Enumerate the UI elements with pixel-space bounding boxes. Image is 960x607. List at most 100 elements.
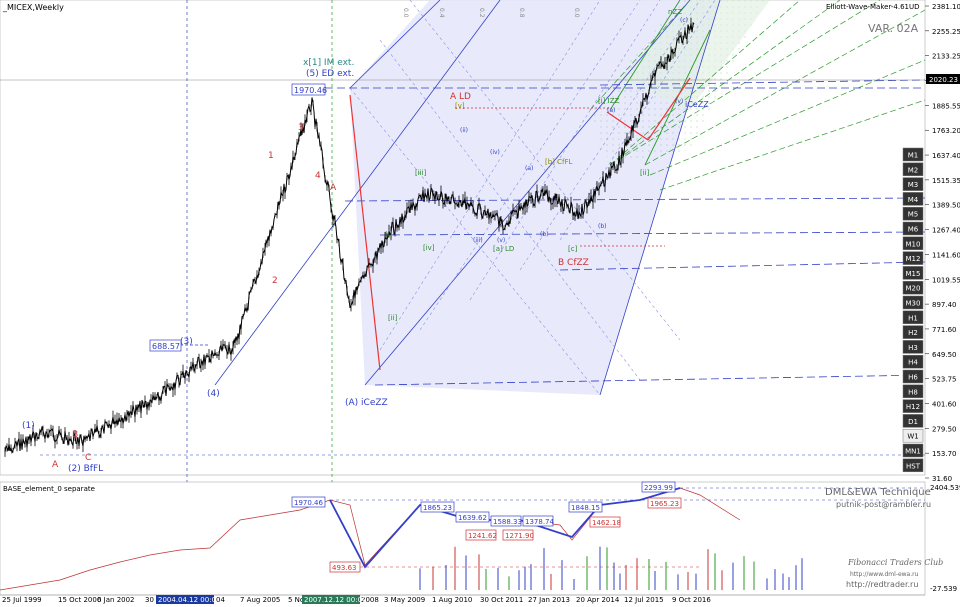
indicator-name: Elliott-Wave-Maker-4.61UD bbox=[826, 3, 920, 11]
timeframe-buttons[interactable]: M1 M2 M3 M4 M5 M6 M10 M12 M15 M20 M30 H1 H2 H3 H4 H6 H8 H… bbox=[902, 147, 924, 473]
time-tick-label: 9 Oct 2016 bbox=[672, 596, 711, 604]
wave-label-bCfFL: [b] CfFL bbox=[545, 158, 573, 166]
tf-button-h6[interactable]: H6 bbox=[902, 369, 924, 384]
tf-button-d1[interactable]: D1 bbox=[902, 414, 924, 428]
price-tick-label: 1389.50 bbox=[932, 202, 960, 210]
tf-button-m2[interactable]: M2 bbox=[902, 162, 924, 177]
wave-label-iCeZZ: iCeZZ bbox=[685, 100, 709, 109]
wave-label-BCfZZ: B CfZZ bbox=[558, 258, 589, 268]
svg-text:(iv): (iv) bbox=[490, 149, 500, 156]
time-tick-label: 30 Oct 2011 bbox=[480, 596, 523, 604]
price-tick-label: 401.60 bbox=[932, 400, 957, 408]
chart-title: _MICEX,Weekly bbox=[2, 3, 64, 12]
tf-button-label: M10 bbox=[906, 240, 921, 248]
price-tick-label: 1141.60 bbox=[932, 251, 960, 259]
wave-labels: (1) A B C (2) BfFL (3) (4) 1 2 3 4 A x[1… bbox=[22, 8, 709, 474]
price-bars bbox=[4, 17, 694, 457]
time-tick-label: 25 Jul 1999 bbox=[2, 596, 42, 604]
tf-button-label: H12 bbox=[906, 403, 920, 411]
svg-text:(v): (v) bbox=[675, 98, 683, 105]
price-tick-label: 1763.20 bbox=[932, 127, 960, 135]
tf-button-hst[interactable]: HST bbox=[902, 458, 924, 473]
tf-button-h4[interactable]: H4 bbox=[902, 354, 924, 369]
svg-text:0.2: 0.2 bbox=[478, 8, 485, 18]
tf-button-m30[interactable]: M30 bbox=[902, 295, 924, 310]
wave-label-v: [v] bbox=[455, 102, 465, 110]
svg-text:(a): (a) bbox=[525, 165, 533, 172]
time-tick-label: 7 Aug 2005 bbox=[240, 596, 280, 604]
price-tick-label: 1019.55 bbox=[932, 276, 960, 284]
tf-button-m20[interactable]: M20 bbox=[902, 280, 924, 295]
wave-label-small-ii: [ii] bbox=[640, 169, 650, 177]
sub-box-mid-2: 1378.74 bbox=[525, 518, 554, 526]
svg-text:(a): (a) bbox=[607, 107, 615, 114]
sub-box-red-2: 1241.62 bbox=[468, 532, 497, 540]
tf-button-h12[interactable]: H12 bbox=[902, 399, 924, 413]
price-tick-label: 2381.10 bbox=[932, 3, 960, 11]
tf-button-h3[interactable]: H3 bbox=[902, 340, 924, 354]
tf-button-mn1[interactable]: MN1 bbox=[902, 443, 924, 458]
variant-label: VAR. 02A bbox=[868, 22, 919, 35]
tf-button-m1[interactable]: M1 bbox=[902, 147, 924, 162]
tf-button-h1[interactable]: H1 bbox=[902, 310, 924, 325]
tf-button-m4[interactable]: M4 bbox=[902, 192, 924, 206]
tf-button-label: D1 bbox=[908, 418, 918, 426]
sub-scale-bottom: -27.539 bbox=[930, 585, 957, 593]
wave-label-iii: [iii] bbox=[415, 169, 427, 177]
tf-button-h8[interactable]: H8 bbox=[902, 384, 924, 399]
sub-window bbox=[0, 481, 926, 596]
sub-scale-top: 2404.539 bbox=[930, 484, 960, 492]
wave-label-C: C bbox=[85, 453, 91, 463]
tf-button-w1[interactable]: W1 bbox=[902, 428, 924, 443]
tf-button-m12[interactable]: M12 bbox=[902, 251, 924, 265]
tf-button-m6[interactable]: M6 bbox=[902, 221, 924, 236]
sub-window-bars bbox=[419, 546, 803, 590]
tf-button-m5[interactable]: M5 bbox=[902, 206, 924, 221]
tf-button-m15[interactable]: M15 bbox=[902, 266, 924, 280]
wave-label-iIZZ: [i] IZZ bbox=[598, 97, 619, 105]
wave-label-4: (4) bbox=[207, 389, 220, 399]
price-tick-label: 1515.35 bbox=[932, 177, 960, 185]
tf-button-label: H1 bbox=[908, 314, 918, 322]
wave-label-red-1: 1 bbox=[268, 151, 274, 161]
sub-box-blue-4: 1848.15 bbox=[571, 504, 600, 512]
tf-button-label: M20 bbox=[906, 285, 921, 293]
price-tick-label: 649.50 bbox=[932, 351, 957, 359]
wave-label-iv: [iv] bbox=[423, 244, 435, 252]
tf-button-m10[interactable]: M10 bbox=[902, 236, 924, 251]
price-tick-label: 153.70 bbox=[932, 450, 957, 458]
tf-button-label: H6 bbox=[908, 374, 918, 382]
svg-text:0.8: 0.8 bbox=[518, 8, 525, 18]
price-tick-label: 2255.25 bbox=[932, 28, 960, 36]
cursor-time-label-1: 2004.04.12 00:00 bbox=[158, 596, 220, 604]
wave-label-2: (2) BfFL bbox=[68, 464, 103, 474]
wave-label-A: A bbox=[52, 460, 59, 470]
tf-button-m3[interactable]: M3 bbox=[902, 177, 924, 191]
wave-label-i: [i] bbox=[385, 231, 393, 239]
svg-text:(ii): (ii) bbox=[460, 127, 468, 134]
price-tick-label: 1885.55 bbox=[932, 102, 960, 110]
price-tick-label: 279.50 bbox=[932, 425, 957, 433]
tf-button-label: M6 bbox=[908, 226, 919, 234]
cursor-time-tail: 04 bbox=[216, 596, 225, 604]
wave-label-bottom: (A) iCeZZ bbox=[345, 398, 388, 408]
time-tick-label: 1 Aug 2010 bbox=[432, 596, 472, 604]
time-tick-label: 3 May 2009 bbox=[384, 596, 425, 604]
time-tick-label: 12 Jul 2015 bbox=[624, 596, 664, 604]
time-tick-label: 5 No bbox=[288, 596, 304, 604]
tf-button-label: W1 bbox=[907, 433, 918, 441]
wave-label-red-2: 2 bbox=[272, 276, 278, 286]
tf-button-h2[interactable]: H2 bbox=[902, 325, 924, 339]
tf-button-label: M15 bbox=[906, 270, 921, 278]
wave-label-ii: [ii] bbox=[388, 314, 398, 322]
horizontal-levels bbox=[325, 79, 926, 386]
wave-label-nZZ: nZZ bbox=[668, 8, 682, 16]
svg-text:(b): (b) bbox=[598, 223, 607, 230]
time-tick-label: 15 Oct 2000 bbox=[58, 596, 101, 604]
sub-box-red-1: 493.63 bbox=[332, 564, 357, 572]
time-tick-label: 2008 bbox=[361, 596, 379, 604]
time-tick-label: 6 Jan 2002 bbox=[97, 596, 135, 604]
cursor-time-label-2: 2007.12.12 00:00 bbox=[304, 596, 366, 604]
tf-button-label: M5 bbox=[908, 211, 919, 219]
